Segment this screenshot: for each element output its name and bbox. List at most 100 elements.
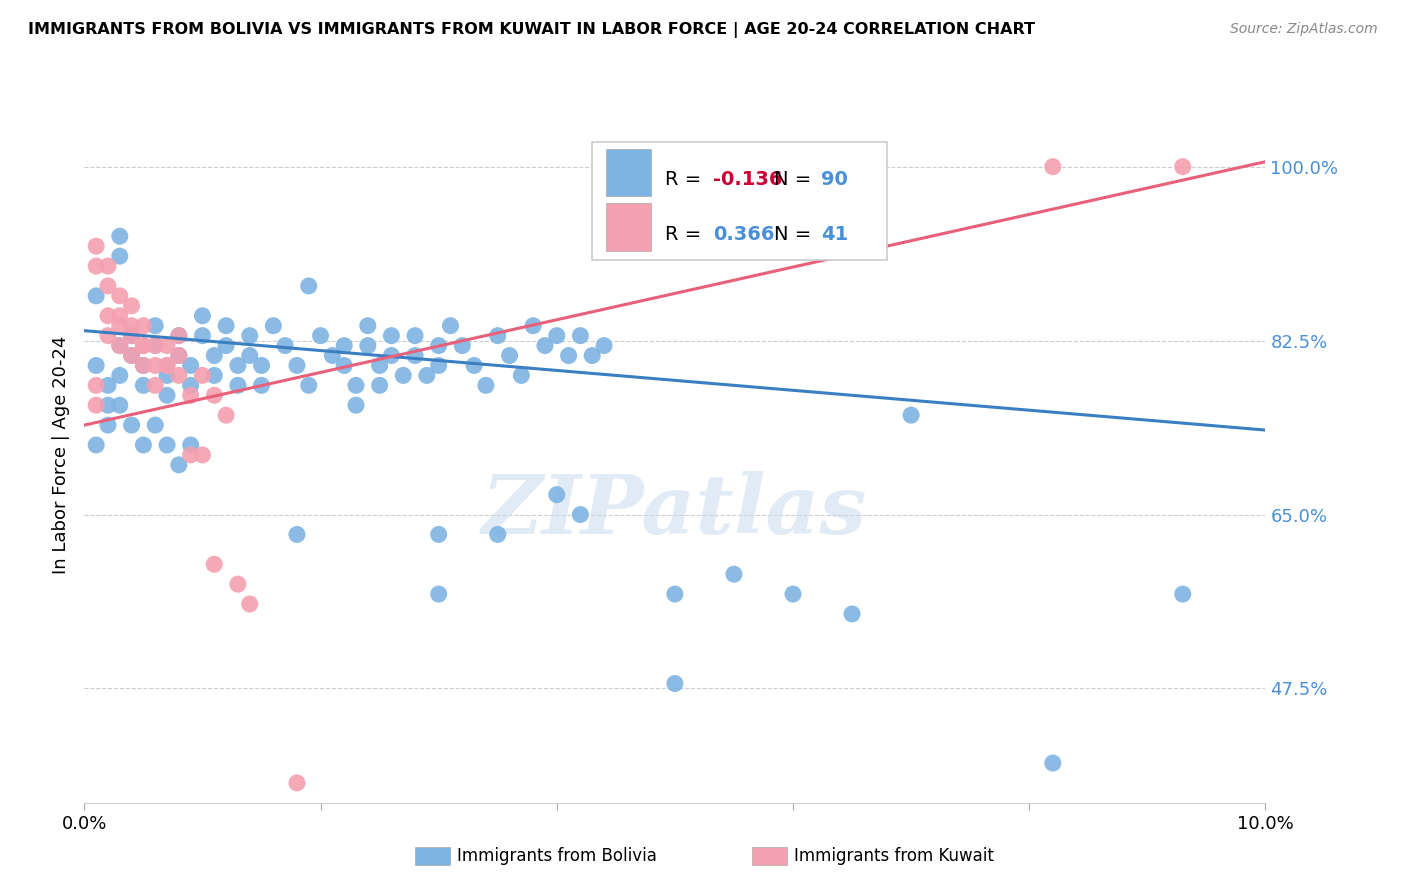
Point (226, 378, 249, 392)
Point (191, 309, 214, 323)
Point (664, 587, 686, 601)
Point (132, 378, 155, 392)
Point (156, 438, 179, 452)
Point (416, 368, 439, 383)
Point (143, 338, 166, 352)
Point (132, 359, 155, 373)
Point (298, 378, 321, 392)
Point (167, 328, 190, 343)
Point (132, 338, 155, 352)
Point (180, 378, 202, 392)
Point (1171, 160, 1194, 174)
Point (250, 359, 273, 373)
Text: Immigrants from Bolivia: Immigrants from Bolivia (457, 847, 657, 865)
Point (108, 289, 131, 303)
Point (167, 328, 190, 343)
Point (333, 359, 356, 373)
Point (262, 318, 284, 333)
Point (108, 338, 131, 352)
Text: 41: 41 (821, 225, 849, 244)
Y-axis label: In Labor Force | Age 20-24: In Labor Force | Age 20-24 (52, 335, 70, 574)
Point (215, 318, 238, 333)
Point (121, 318, 143, 333)
Point (108, 368, 131, 383)
Point (97, 279, 120, 293)
Point (427, 587, 450, 601)
Point (215, 408, 238, 422)
Point (380, 328, 402, 343)
Point (344, 378, 367, 392)
Point (202, 368, 225, 383)
Point (333, 338, 356, 352)
FancyBboxPatch shape (606, 203, 651, 251)
Point (84, 259, 107, 273)
Point (202, 349, 225, 363)
Point (344, 398, 367, 412)
Point (427, 359, 450, 373)
Text: R =: R = (665, 225, 709, 244)
Point (498, 349, 520, 363)
Point (121, 418, 143, 433)
Text: 0.366: 0.366 (713, 225, 775, 244)
Point (285, 776, 308, 790)
Point (84, 438, 107, 452)
Text: Immigrants from Kuwait: Immigrants from Kuwait (794, 847, 994, 865)
Point (191, 448, 214, 462)
Point (143, 359, 166, 373)
Point (451, 338, 474, 352)
Point (156, 338, 179, 352)
Point (121, 349, 143, 363)
FancyBboxPatch shape (592, 142, 887, 260)
Point (427, 527, 450, 541)
Point (191, 368, 214, 383)
Point (180, 448, 202, 462)
Point (202, 558, 225, 572)
Point (143, 378, 166, 392)
Point (239, 349, 262, 363)
Point (97, 259, 120, 273)
Point (285, 527, 308, 541)
Point (108, 249, 131, 263)
Point (404, 349, 426, 363)
Point (664, 676, 686, 690)
Point (97, 398, 120, 412)
Point (108, 229, 131, 244)
Point (298, 279, 321, 293)
Point (143, 338, 166, 352)
Text: Source: ZipAtlas.com: Source: ZipAtlas.com (1230, 22, 1378, 37)
Point (84, 239, 107, 253)
Point (368, 378, 391, 392)
Point (156, 368, 179, 383)
Point (180, 438, 202, 452)
Point (1042, 160, 1064, 174)
Point (522, 318, 544, 333)
Point (782, 587, 804, 601)
Point (486, 328, 509, 343)
Point (239, 328, 262, 343)
Point (534, 338, 557, 352)
Point (404, 328, 426, 343)
Point (97, 328, 120, 343)
Point (274, 338, 297, 352)
Text: 90: 90 (821, 170, 848, 189)
Text: R =: R = (665, 170, 709, 189)
Point (121, 328, 143, 343)
Point (250, 378, 273, 392)
Point (97, 378, 120, 392)
Point (226, 577, 249, 591)
Point (285, 359, 308, 373)
Point (84, 359, 107, 373)
Point (108, 309, 131, 323)
Point (226, 359, 249, 373)
Point (167, 349, 190, 363)
Point (97, 418, 120, 433)
Point (143, 418, 166, 433)
Point (167, 458, 190, 472)
Point (321, 349, 343, 363)
Point (841, 607, 863, 621)
Point (167, 349, 190, 363)
Point (380, 349, 402, 363)
Point (569, 328, 592, 343)
Point (180, 388, 202, 402)
Point (156, 359, 179, 373)
